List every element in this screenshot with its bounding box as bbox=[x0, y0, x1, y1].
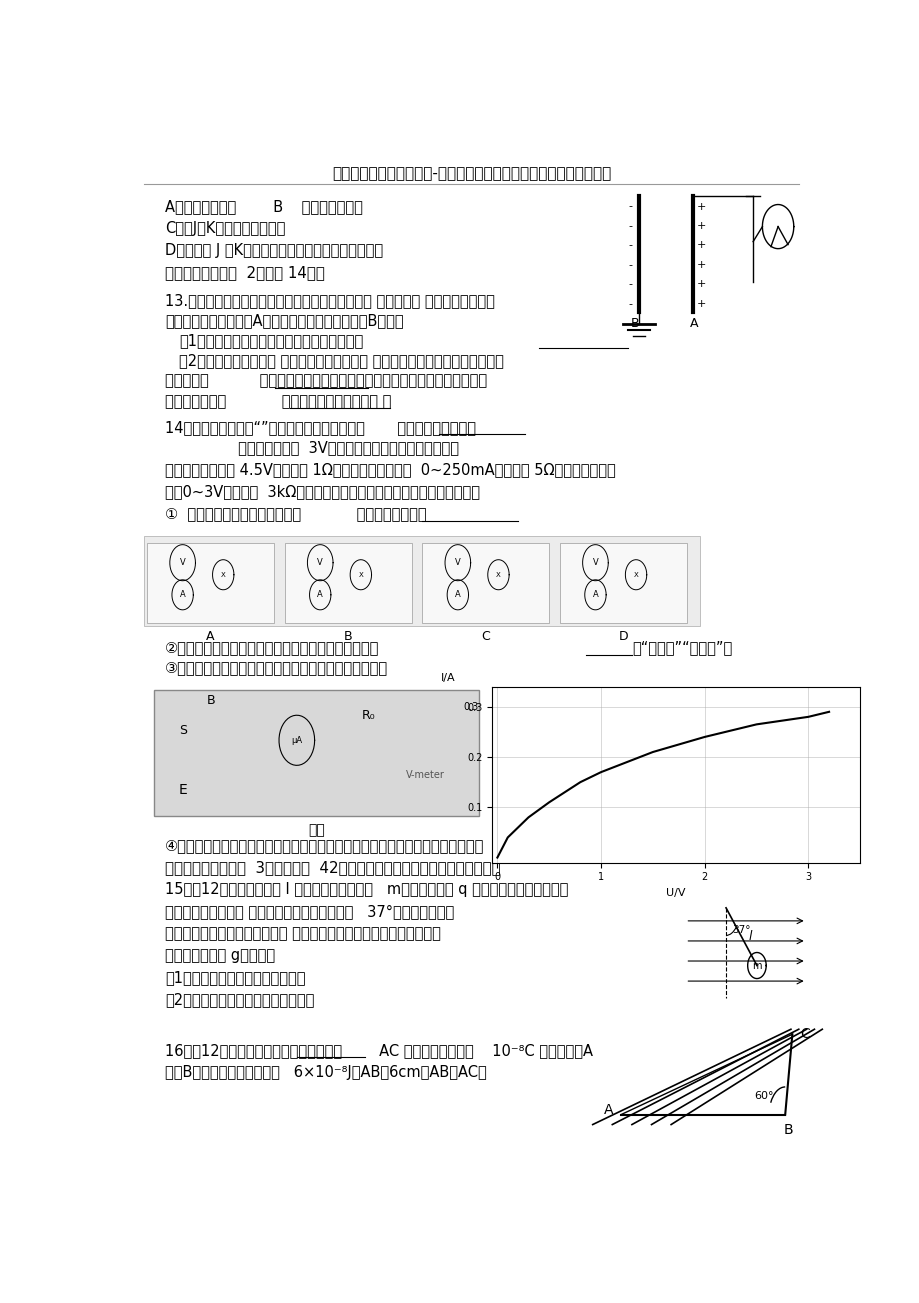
Text: A: A bbox=[317, 590, 323, 599]
Text: V: V bbox=[179, 558, 186, 567]
Text: +: + bbox=[696, 259, 705, 270]
Text: V: V bbox=[455, 558, 460, 567]
Text: X: X bbox=[495, 572, 500, 577]
Text: l: l bbox=[747, 930, 751, 943]
Text: 16．（12分）如下图，匀强电场的场线与        AC 平行，把带电荷量    10⁻⁸C 的负电荷从A: 16．（12分）如下图，匀强电场的场线与 AC 平行，把带电荷量 10⁻⁸C 的… bbox=[165, 1042, 592, 1058]
Text: B: B bbox=[207, 693, 215, 706]
Text: V: V bbox=[592, 558, 597, 567]
Text: ④实验得到小灯泡的伏安特性曲线如图乙所示。小灯泡伏安特性曲线变化的原因是: ④实验得到小灯泡的伏安特性曲线如图乙所示。小灯泡伏安特性曲线变化的原因是 bbox=[165, 838, 483, 853]
Text: m: m bbox=[752, 960, 761, 971]
Text: D．粒子从 J 到K运动过程中的动能与电势能之和不变: D．粒子从 J 到K运动过程中的动能与电势能之和不变 bbox=[165, 244, 382, 258]
Text: V-meter: V-meter bbox=[405, 770, 444, 780]
Text: 14．要测绘一个标有“”小灯泡的伏安特性曲线，       灯泡两端的电压需要: 14．要测绘一个标有“”小灯泡的伏安特性曲线， 灯泡两端的电压需要 bbox=[165, 420, 475, 435]
Text: 向右的匀强电场中， 如下图，丝线与竖直方向成   37°角．现突然将该: 向右的匀强电场中， 如下图，丝线与竖直方向成 37°角．现突然将该 bbox=[165, 904, 454, 920]
Text: （1）匀强电场的电场强度的大小；: （1）匀强电场的电场强度的大小； bbox=[165, 971, 305, 985]
Text: 移至B的过程中，电场力做功   6×10⁻⁸J，AB长6cm，AB与AC的: 移至B的过程中，电场力做功 6×10⁻⁸J，AB长6cm，AB与AC的 bbox=[165, 1065, 486, 1080]
X-axis label: U/V: U/V bbox=[665, 887, 686, 898]
Bar bbox=[147, 542, 274, 623]
Text: X: X bbox=[358, 572, 363, 577]
Bar bbox=[284, 542, 411, 623]
Bar bbox=[143, 536, 699, 625]
Text: -: - bbox=[628, 222, 631, 231]
Text: X: X bbox=[221, 572, 225, 577]
Text: A: A bbox=[455, 590, 460, 599]
Text: +: + bbox=[696, 222, 705, 231]
Text: （重力加速度为 g），求：: （重力加速度为 g），求： bbox=[165, 949, 275, 963]
Text: R₀: R₀ bbox=[361, 709, 375, 722]
Text: 图甲: 图甲 bbox=[308, 823, 324, 838]
Text: ③根据实验原理图，将实验图甲中的实物图连线补充完整: ③根据实验原理图，将实验图甲中的实物图连线补充完整 bbox=[165, 661, 388, 675]
Text: -: - bbox=[628, 241, 631, 250]
Text: 37°: 37° bbox=[731, 925, 749, 936]
Text: B: B bbox=[630, 318, 639, 331]
Text: 与两极板间距离            （填『无关』或『有关』 ）: 与两极板间距离 （填『无关』或『有关』 ） bbox=[165, 394, 391, 409]
Text: C: C bbox=[481, 629, 490, 642]
Text: 三．实验题（每空  2分，共 14分）: 三．实验题（每空 2分，共 14分） bbox=[165, 266, 324, 280]
Text: -: - bbox=[628, 298, 631, 309]
Text: A: A bbox=[689, 318, 698, 331]
Text: 四．计算题（此题共  3个小题，共  42分。解答需写出文字说明和必要的步骤）: 四．计算题（此题共 3个小题，共 42分。解答需写出文字说明和必要的步骤） bbox=[165, 860, 500, 876]
Text: 15．（12分）用一根长为 l 的丝线吠着一质量为   m，带电荷量为 q 的小球，小球静止在水平: 15．（12分）用一根长为 l 的丝线吠着一质量为 m，带电荷量为 q 的小球，… bbox=[165, 882, 568, 898]
Bar bbox=[422, 542, 549, 623]
Text: V: V bbox=[317, 558, 323, 567]
Text: 电容器电容           （填『增大』、『不变』或『减小』），平行板电容器电容: 电容器电容 （填『增大』、『不变』或『减小』），平行板电容器电容 bbox=[165, 374, 486, 388]
Text: μA: μA bbox=[291, 736, 302, 745]
Text: ，平行板电容器的极板A与一灵敏静电计相接，极板B接地。: ，平行板电容器的极板A与一灵敏静电计相接，极板B接地。 bbox=[165, 314, 403, 328]
Bar bbox=[560, 542, 686, 623]
Text: 程为0~3V，内限约  3kΩ）、滑动变阵器一个、电键一个、导线假设干。: 程为0~3V，内限约 3kΩ）、滑动变阵器一个、电键一个、导线假设干。 bbox=[165, 483, 480, 499]
Text: D: D bbox=[618, 629, 628, 642]
Text: -: - bbox=[628, 259, 631, 270]
Text: 由零逐渐增加到  3V，并便于操作。已选用的器材有：: 由零逐渐增加到 3V，并便于操作。已选用的器材有： bbox=[215, 440, 459, 455]
Text: B: B bbox=[344, 629, 352, 642]
Text: （“最左端”“最右端”）: （“最左端”“最右端”） bbox=[631, 641, 732, 655]
Text: A: A bbox=[179, 590, 186, 599]
Text: 0.3: 0.3 bbox=[463, 702, 479, 711]
Text: C: C bbox=[800, 1027, 809, 1041]
Text: 图乙: 图乙 bbox=[630, 831, 647, 846]
Text: X: X bbox=[633, 572, 638, 577]
Y-axis label: I/A: I/A bbox=[440, 674, 455, 683]
Bar bbox=[154, 691, 478, 816]
Text: A: A bbox=[592, 590, 597, 599]
Text: 60°: 60° bbox=[754, 1092, 773, 1101]
Text: S: S bbox=[178, 723, 187, 736]
Text: （2）小球经过最低点时丝线的拉力．: （2）小球经过最低点时丝线的拉力． bbox=[165, 993, 314, 1007]
Text: A: A bbox=[603, 1102, 612, 1117]
Text: （2）当电荷量不变时， 使两极板间距离减小， 可观察到静电计指针的偏角减小，: （2）当电荷量不变时， 使两极板间距离减小， 可观察到静电计指针的偏角减小， bbox=[179, 353, 504, 369]
Text: （1）静电计是用来测量已充电的平行板电容器: （1）静电计是用来测量已充电的平行板电容器 bbox=[179, 334, 363, 348]
Text: +: + bbox=[696, 241, 705, 250]
Text: 电池组（电动势为 4.5V，内阱约 1Ω）、电流表（量程为  0~250mA，内阱约 5Ω）、电压表（量: 电池组（电动势为 4.5V，内阱约 1Ω）、电流表（量程为 0~250mA，内阱… bbox=[165, 461, 615, 477]
Text: +: + bbox=[696, 279, 705, 289]
Text: B: B bbox=[783, 1123, 793, 1136]
Text: E: E bbox=[178, 783, 187, 797]
Text: A: A bbox=[206, 629, 214, 642]
Text: ②根据实验原理，闭合开关前，滑片应处于滑动变阵器: ②根据实验原理，闭合开关前，滑片应处于滑动变阵器 bbox=[165, 641, 379, 655]
Text: 13.在「探究平行板电容器的电容与哪些因素有关」 的实验中， 如下图的实验装置: 13.在「探究平行板电容器的电容与哪些因素有关」 的实验中， 如下图的实验装置 bbox=[165, 293, 494, 309]
Text: 四川省成都七中实验学校-学高二物理上学期第一次月考试题新人教版: 四川省成都七中实验学校-学高二物理上学期第一次月考试题新人教版 bbox=[332, 165, 610, 181]
Text: -: - bbox=[628, 202, 631, 211]
Text: ①  实验的电路图应选用以下的图            （填字母代号）。: ① 实验的电路图应选用以下的图 （填字母代号）。 bbox=[165, 506, 426, 521]
Text: -: - bbox=[628, 279, 631, 289]
Text: 电场方向变为向下但大小不变， 不考虑因电场的改变而带来的其他影响: 电场方向变为向下但大小不变， 不考虑因电场的改变而带来的其他影响 bbox=[165, 926, 440, 942]
Text: +: + bbox=[696, 202, 705, 211]
Text: +: + bbox=[696, 298, 705, 309]
Text: C．从J到K粒子的电势能增加: C．从J到K粒子的电势能增加 bbox=[165, 222, 285, 236]
Text: A．该粒子带正电        B    ．该粒子带负电: A．该粒子带正电 B ．该粒子带负电 bbox=[165, 199, 362, 214]
